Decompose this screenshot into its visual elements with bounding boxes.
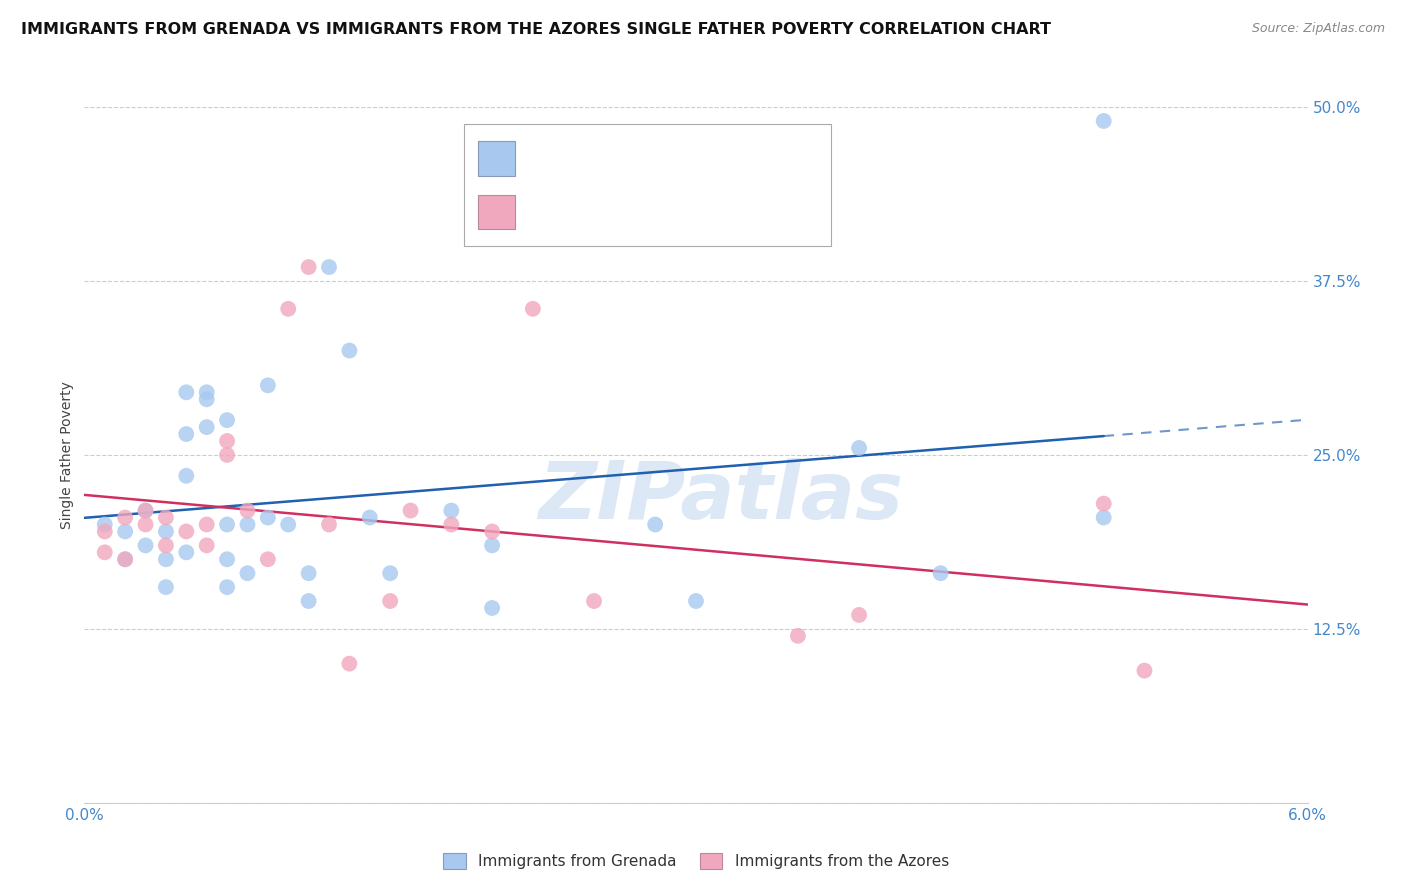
Point <box>522 301 544 316</box>
Point <box>176 545 198 559</box>
Point <box>787 629 810 643</box>
Point <box>399 503 422 517</box>
Point <box>380 594 402 608</box>
Legend: Immigrants from Grenada, Immigrants from the Azores: Immigrants from Grenada, Immigrants from… <box>437 847 955 875</box>
Point <box>848 607 870 622</box>
Point <box>339 657 361 671</box>
Point <box>257 378 280 392</box>
Point <box>155 524 177 539</box>
Point <box>114 510 136 524</box>
Point <box>318 260 340 274</box>
Y-axis label: Single Father Poverty: Single Father Poverty <box>60 381 75 529</box>
Point <box>217 517 239 532</box>
Point <box>93 545 117 559</box>
Point <box>236 517 259 532</box>
Point <box>359 510 381 524</box>
Point <box>135 517 157 532</box>
Point <box>848 441 870 455</box>
Point <box>277 301 299 316</box>
Point <box>176 427 198 442</box>
Point <box>318 517 340 532</box>
Point <box>176 524 198 539</box>
Point <box>195 392 218 407</box>
Point <box>155 538 177 552</box>
Point <box>298 566 321 581</box>
Point <box>257 552 280 566</box>
Point <box>217 434 239 448</box>
Point <box>1092 114 1115 128</box>
Point <box>1092 497 1115 511</box>
Point <box>217 448 239 462</box>
Point <box>380 566 402 581</box>
Point <box>155 580 177 594</box>
Point <box>440 517 463 532</box>
Point <box>135 503 157 517</box>
Point <box>929 566 952 581</box>
Point <box>155 510 177 524</box>
Point <box>298 260 321 274</box>
Point <box>195 420 218 434</box>
Point <box>195 538 218 552</box>
Point <box>257 510 280 524</box>
Point <box>217 552 239 566</box>
Point <box>1133 664 1156 678</box>
Point <box>236 566 259 581</box>
Point <box>440 503 463 517</box>
Point <box>236 503 259 517</box>
Point <box>93 524 117 539</box>
Point <box>195 385 218 400</box>
Point <box>195 517 218 532</box>
Point <box>1092 510 1115 524</box>
Point <box>481 601 503 615</box>
Point <box>298 594 321 608</box>
Point <box>93 517 117 532</box>
Text: IMMIGRANTS FROM GRENADA VS IMMIGRANTS FROM THE AZORES SINGLE FATHER POVERTY CORR: IMMIGRANTS FROM GRENADA VS IMMIGRANTS FR… <box>21 22 1052 37</box>
Point <box>481 524 503 539</box>
Point <box>135 538 157 552</box>
Point <box>176 385 198 400</box>
Point <box>339 343 361 358</box>
Point <box>135 503 157 517</box>
Point <box>114 552 136 566</box>
Point <box>176 468 198 483</box>
Point <box>114 552 136 566</box>
Point <box>277 517 299 532</box>
Point <box>155 552 177 566</box>
Point <box>217 580 239 594</box>
Text: Source: ZipAtlas.com: Source: ZipAtlas.com <box>1251 22 1385 36</box>
Point <box>217 413 239 427</box>
Point <box>583 594 606 608</box>
Point <box>644 517 666 532</box>
Text: ZIPatlas: ZIPatlas <box>538 458 903 536</box>
Point <box>481 538 503 552</box>
Point <box>685 594 707 608</box>
Point <box>114 524 136 539</box>
